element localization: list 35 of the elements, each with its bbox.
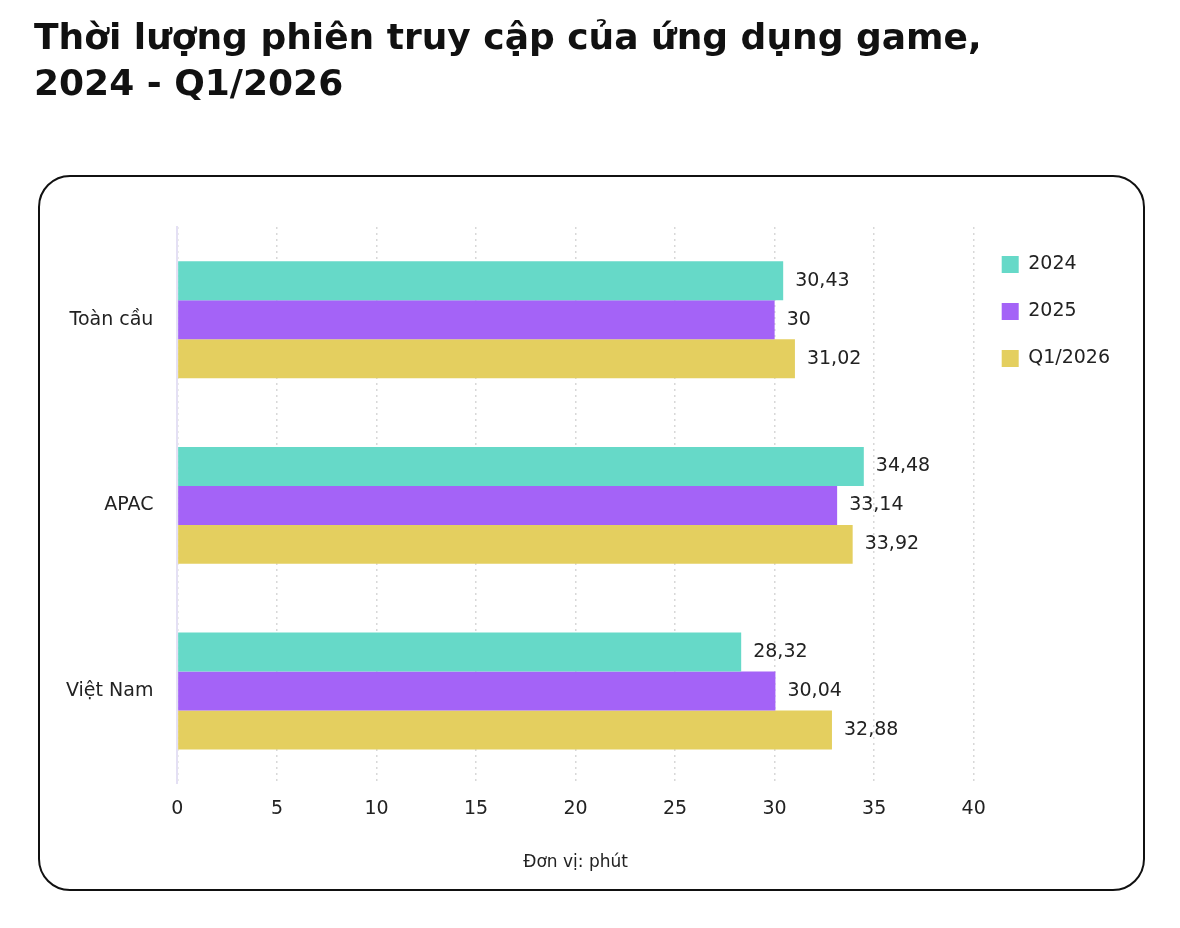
bar (178, 261, 784, 301)
legend-label: Q1/2026 (1028, 345, 1111, 368)
y-tick-label: Toàn cầu (68, 306, 154, 329)
x-tick-label: 35 (862, 796, 887, 819)
bar (178, 300, 775, 340)
chart-title: Thời lượng phiên truy cập của ứng dụng game, 2024 - Q1/2026 (34, 15, 983, 105)
data-label: 31,02 (806, 345, 862, 368)
x-axis-title: Đơn vị: phút (523, 851, 629, 872)
data-label: 33,14 (849, 492, 904, 515)
data-label: 34,48 (875, 453, 931, 476)
bar (178, 485, 838, 525)
y-tick-label: Việt Nam (66, 677, 154, 700)
legend-label: 2025 (1028, 298, 1077, 321)
data-label: 32,88 (843, 716, 899, 739)
x-tick-label: 10 (364, 796, 389, 819)
data-label: 30,04 (787, 677, 842, 700)
data-label: 30 (786, 306, 811, 329)
legend-label: 2024 (1028, 251, 1077, 274)
x-tick-label: 15 (463, 796, 489, 819)
x-tick-label: 40 (961, 796, 986, 819)
x-tick-label: 25 (663, 796, 688, 819)
data-label: 28,32 (753, 638, 808, 661)
bar (178, 339, 795, 379)
data-label: 30,43 (795, 267, 850, 290)
bar (178, 710, 832, 750)
bar (178, 524, 853, 564)
data-label: 33,92 (864, 531, 920, 554)
x-tick-label: 20 (563, 796, 588, 819)
bar (178, 671, 776, 711)
x-tick-label: 5 (270, 796, 283, 819)
bar (178, 446, 864, 486)
x-tick-label: 0 (171, 796, 184, 819)
bar (178, 632, 742, 672)
x-tick-label: 30 (762, 796, 787, 819)
y-tick-label: APAC (104, 492, 154, 515)
